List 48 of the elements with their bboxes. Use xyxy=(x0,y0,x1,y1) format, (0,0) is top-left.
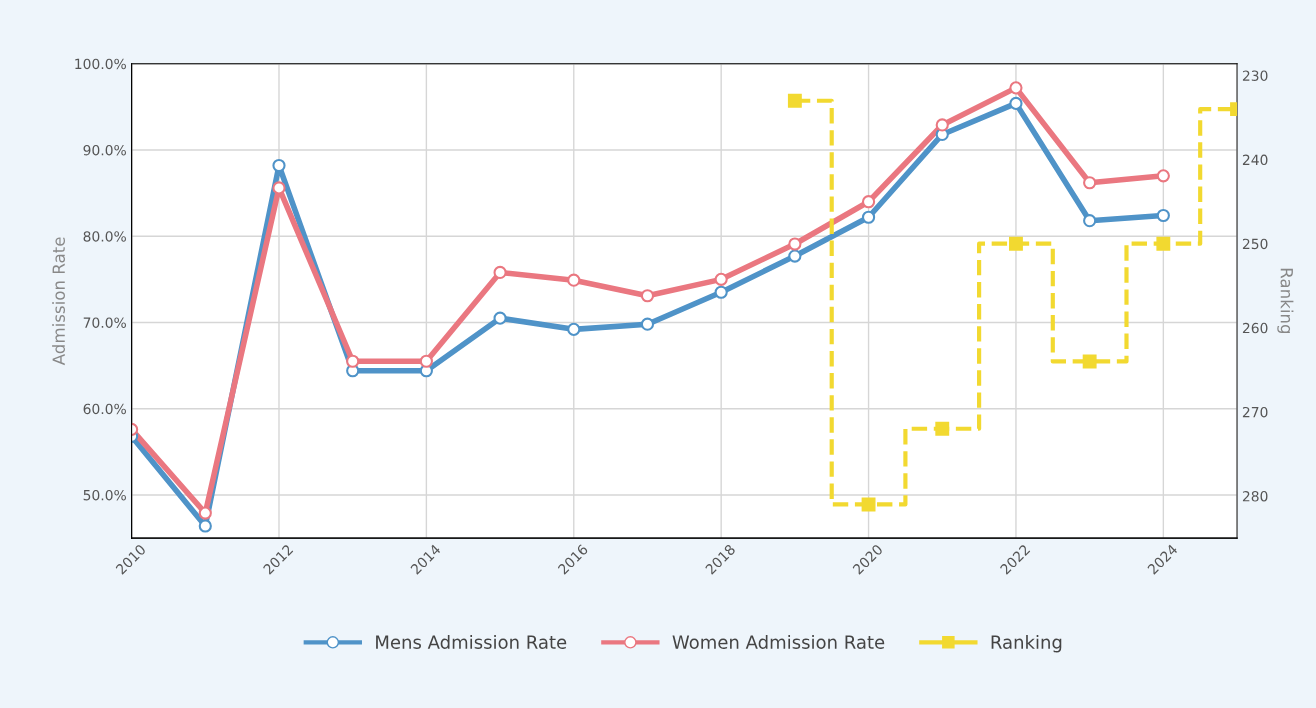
y2-tick-label: 270 xyxy=(1242,406,1268,418)
y-tick-label: 80.0% xyxy=(83,231,126,242)
point xyxy=(493,311,507,325)
point xyxy=(1156,236,1171,251)
point xyxy=(935,421,950,436)
y2-tick-label: 280 xyxy=(1242,491,1268,502)
point xyxy=(935,118,949,132)
y2-tick-label: 250 xyxy=(1242,238,1268,250)
legend-label: Women Admission Rate xyxy=(672,634,885,649)
point xyxy=(272,181,286,195)
point xyxy=(1083,176,1097,190)
y2-tick-label: 230 xyxy=(1242,70,1268,81)
point xyxy=(787,93,802,108)
point xyxy=(1156,169,1170,183)
point xyxy=(567,322,581,336)
point xyxy=(861,210,876,224)
y2-tick-label: 260 xyxy=(1242,322,1268,334)
point xyxy=(788,249,802,263)
point xyxy=(1083,214,1097,228)
point xyxy=(198,506,212,520)
point xyxy=(419,354,433,368)
point xyxy=(1009,96,1023,110)
y-tick-label: 90.0% xyxy=(83,144,126,156)
point xyxy=(640,289,655,303)
point xyxy=(198,519,212,533)
point xyxy=(861,195,876,209)
point xyxy=(1156,208,1170,223)
point xyxy=(272,158,286,173)
point xyxy=(346,354,360,368)
point xyxy=(493,265,507,280)
y2-axis-title: Ranking xyxy=(1277,268,1294,334)
point xyxy=(1082,354,1097,369)
point xyxy=(1009,236,1023,251)
point xyxy=(567,273,581,287)
point xyxy=(640,317,655,331)
point xyxy=(714,285,728,299)
y-tick-label: 60.0% xyxy=(83,403,126,415)
y2-tick-label: 240 xyxy=(1242,154,1268,166)
point xyxy=(714,272,728,286)
y-tick-label: 50.0% xyxy=(83,489,126,501)
legend-label: Mens Admission Rate xyxy=(376,634,567,649)
y-axis-title: Admission Rate xyxy=(52,237,65,366)
y-tick-label: 100.0% xyxy=(75,58,126,70)
y-tick-label: 70.0% xyxy=(83,317,126,328)
point xyxy=(1009,81,1023,95)
point xyxy=(861,497,876,512)
legend-label: Ranking xyxy=(991,634,1062,653)
point xyxy=(788,237,802,251)
